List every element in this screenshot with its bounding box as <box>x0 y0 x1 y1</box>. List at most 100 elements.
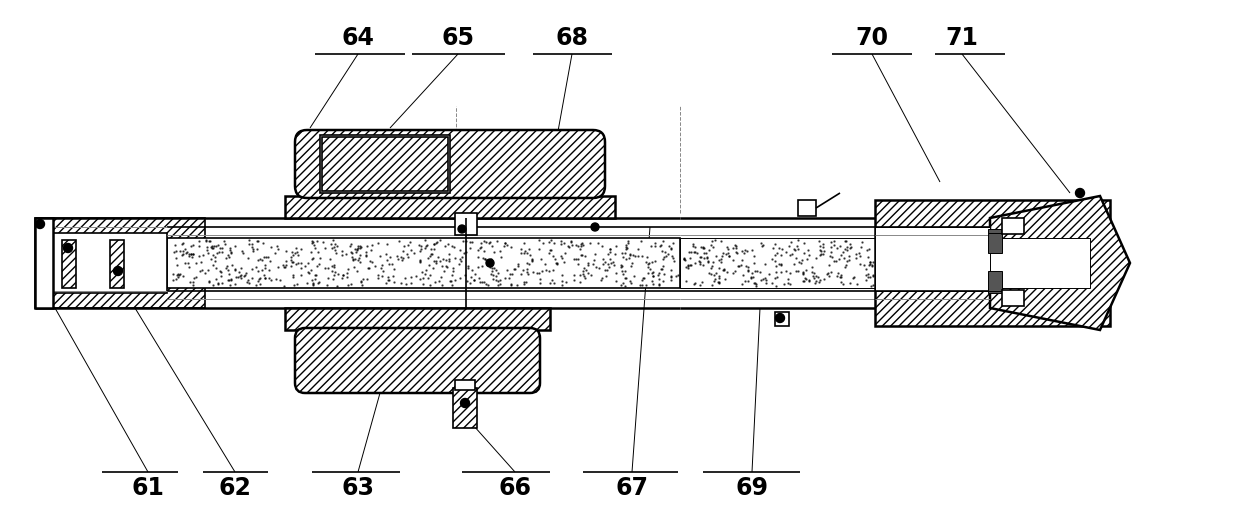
Point <box>210 248 229 256</box>
Point <box>639 259 658 267</box>
Point <box>304 238 324 247</box>
Point <box>825 256 844 265</box>
Point <box>166 275 186 283</box>
Point <box>1035 268 1055 277</box>
Point <box>341 240 361 248</box>
Point <box>347 246 367 255</box>
Point <box>325 246 345 254</box>
Bar <box>322 137 448 191</box>
Point <box>570 271 590 279</box>
Point <box>537 266 557 274</box>
Point <box>212 248 232 257</box>
Point <box>394 242 414 250</box>
Point <box>242 243 262 251</box>
Point <box>997 245 1017 253</box>
Point <box>389 237 409 246</box>
Point <box>254 253 274 261</box>
Point <box>181 242 201 250</box>
Point <box>542 236 562 245</box>
Point <box>418 274 438 282</box>
Point <box>704 275 724 283</box>
Point <box>351 277 371 285</box>
Point <box>787 241 807 250</box>
Point <box>460 244 480 252</box>
Point <box>701 264 720 272</box>
Point <box>372 261 392 269</box>
Point <box>862 261 882 269</box>
Point <box>832 272 852 281</box>
Point <box>430 272 450 281</box>
Point <box>453 253 472 261</box>
Point <box>425 257 445 265</box>
Point <box>744 259 764 267</box>
Point <box>1019 250 1039 259</box>
Point <box>713 249 733 257</box>
Point <box>828 269 848 277</box>
Point <box>994 262 1014 271</box>
Point <box>368 239 388 247</box>
Point <box>985 259 1004 267</box>
Point <box>309 278 329 286</box>
Point <box>877 258 897 266</box>
Point <box>1012 261 1032 269</box>
Point <box>719 251 739 260</box>
Point <box>861 281 880 290</box>
Point <box>906 254 926 262</box>
Point <box>472 278 492 286</box>
Point <box>275 263 295 271</box>
Bar <box>285 308 551 330</box>
Point <box>766 268 786 276</box>
Point <box>613 262 632 271</box>
Point <box>443 264 463 272</box>
Point <box>892 279 911 287</box>
Point <box>559 243 579 251</box>
Point <box>342 249 362 257</box>
Point <box>744 279 764 287</box>
Point <box>167 272 187 281</box>
Point <box>176 249 196 258</box>
Point <box>174 250 193 258</box>
Point <box>201 242 221 251</box>
Point <box>205 242 224 250</box>
Point <box>420 280 440 289</box>
Point <box>613 249 632 258</box>
Bar <box>167 238 680 288</box>
Point <box>645 238 665 247</box>
Point <box>1025 258 1045 266</box>
Point <box>248 237 268 246</box>
Point <box>482 258 502 266</box>
Point <box>268 245 288 254</box>
Point <box>857 246 877 254</box>
Point <box>883 242 903 250</box>
Point <box>242 265 262 273</box>
Point <box>999 255 1019 263</box>
Point <box>786 266 806 275</box>
Point <box>474 247 494 255</box>
Point <box>759 270 779 278</box>
Point <box>996 246 1016 254</box>
Point <box>911 263 931 271</box>
Point <box>167 271 187 280</box>
Point <box>1021 280 1040 288</box>
Point <box>415 270 435 278</box>
Point <box>599 250 619 258</box>
Point <box>1054 276 1074 285</box>
Point <box>728 262 748 270</box>
Point <box>702 270 722 278</box>
Point <box>162 276 182 285</box>
Point <box>632 276 652 285</box>
Point <box>723 269 743 277</box>
Point <box>877 266 897 274</box>
Point <box>1038 266 1058 274</box>
Point <box>1055 252 1075 260</box>
Point <box>649 281 668 290</box>
Point <box>433 281 453 289</box>
Point <box>830 272 849 281</box>
Point <box>296 278 316 287</box>
Point <box>453 237 472 245</box>
Point <box>291 259 311 267</box>
Point <box>681 248 701 256</box>
Point <box>988 268 1008 277</box>
Point <box>165 241 185 249</box>
Point <box>570 245 590 254</box>
